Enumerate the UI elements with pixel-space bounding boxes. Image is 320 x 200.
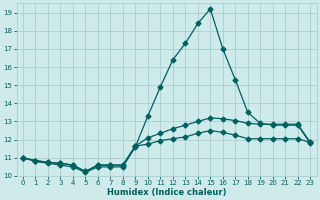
X-axis label: Humidex (Indice chaleur): Humidex (Indice chaleur) — [107, 188, 226, 197]
